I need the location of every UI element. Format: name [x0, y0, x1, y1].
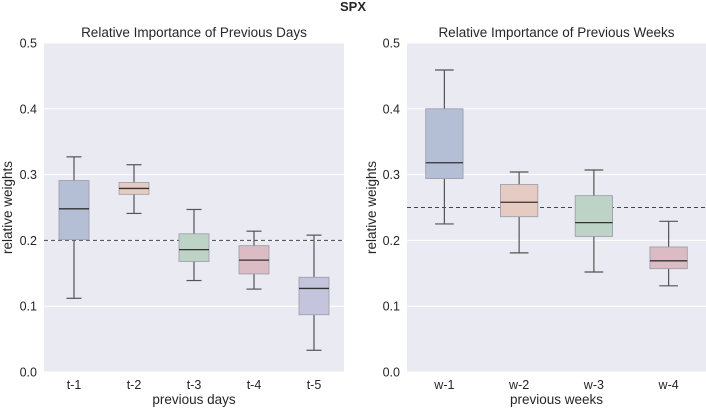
figure-suptitle: SPX [340, 0, 366, 14]
weeks-ytick-label: 0.2 [383, 234, 400, 248]
days-box-t-1 [58, 156, 90, 299]
weeks-box-w-3 [574, 169, 613, 273]
weeks-chart-panel: 0.0 0.1 0.2 0.3 0.4 0.5 w-1 w-2 w-3 w-4 Relative I… [364, 25, 706, 407]
days-box-t-2 [118, 164, 150, 215]
weeks-xtick-label: w-2 [508, 378, 529, 392]
box-iqr [425, 108, 464, 179]
weeks-x-axis-label: previous weeks [510, 392, 603, 407]
weeks-ytick-label: 0.0 [383, 366, 400, 380]
days-ytick-label: 0.5 [20, 37, 37, 51]
box-iqr [178, 233, 210, 262]
weeks-ytick-label: 0.5 [383, 37, 400, 51]
box-iqr [574, 195, 613, 237]
weeks-xtick-label: w-1 [433, 378, 454, 392]
days-x-axis-label: previous days [152, 392, 236, 407]
box-iqr [298, 276, 330, 316]
weeks-ytick-label: 0.3 [383, 168, 400, 182]
days-ytick-label: 0.1 [20, 300, 37, 314]
days-box-t-4 [238, 230, 270, 290]
days-box-t-3 [178, 208, 210, 282]
weeks-ytick-label: 0.1 [383, 300, 400, 314]
days-xtick-label: t-4 [247, 378, 262, 392]
days-xtick-label: t-1 [67, 378, 82, 392]
weeks-ytick-label: 0.4 [383, 102, 400, 116]
days-plot-area [44, 43, 344, 372]
days-ytick-label: 0.4 [20, 102, 37, 116]
days-chart-panel: 0.0 0.1 0.2 0.3 0.4 0.5 t-1 t-2 t-3 t-4 t-5 Relativ… [0, 25, 344, 407]
days-y-axis-label: relative weights [0, 161, 15, 254]
box-iqr [58, 180, 90, 241]
weeks-y-axis-label: relative weights [364, 161, 379, 254]
weeks-box-w-4 [649, 220, 688, 287]
days-ytick-label: 0.2 [20, 234, 37, 248]
weeks-chart-title: Relative Importance of Previous Weeks [438, 25, 674, 40]
days-xtick-label: t-3 [187, 378, 202, 392]
days-chart-title: Relative Importance of Previous Days [81, 25, 307, 40]
days-xtick-label: t-2 [127, 378, 142, 392]
days-box-t-5 [298, 234, 330, 351]
box-iqr [500, 184, 539, 218]
box-iqr [649, 246, 688, 270]
weeks-box-w-2 [500, 171, 539, 254]
days-ytick-label: 0.0 [20, 366, 37, 380]
days-ytick-label: 0.3 [20, 168, 37, 182]
weeks-box-w-1 [425, 69, 464, 225]
days-xtick-label: t-5 [307, 378, 322, 392]
weeks-xtick-label: w-4 [658, 378, 679, 392]
weeks-xtick-label: w-3 [583, 378, 604, 392]
